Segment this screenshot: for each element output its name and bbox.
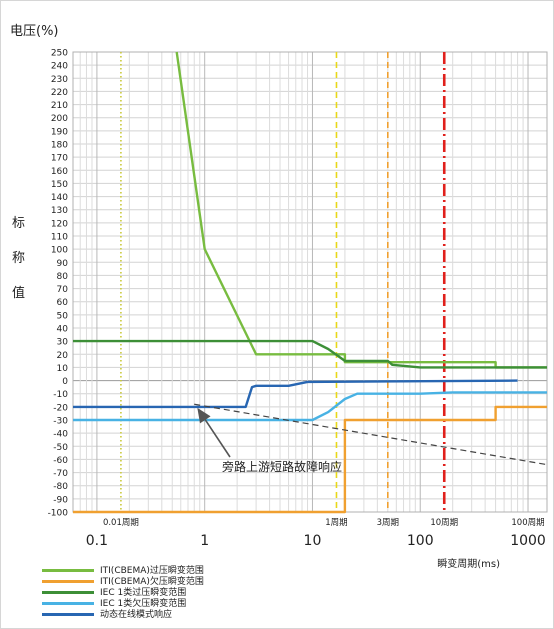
annotation-label: 旁路上游短路故障响应	[222, 459, 342, 474]
series-line	[73, 405, 547, 514]
y-tick-label: 30	[57, 338, 69, 348]
y-tick-label: 0	[62, 377, 68, 387]
legend-label: 动态在线模式响应	[100, 610, 173, 620]
x-tick-label: 1000	[510, 533, 546, 549]
legend-swatch	[42, 591, 94, 594]
y-tick-label: 40	[57, 325, 69, 335]
y-tick-label: 140	[51, 193, 68, 203]
y-tick-label: 10	[57, 364, 69, 374]
x-tick-label: 0.1	[86, 533, 108, 549]
y-tick-label: 190	[51, 127, 68, 137]
y-tick-label: 130	[51, 206, 68, 216]
y-tick-label: 110	[51, 233, 68, 243]
y-tick-label: 100	[51, 246, 68, 256]
legend-entry: IEC 1类欠压瞬变范围	[42, 599, 204, 610]
y-tick-label: 60	[57, 298, 69, 308]
x-tick-label: 1	[200, 533, 209, 549]
y-tick-label: 160	[51, 167, 68, 177]
series-line	[73, 339, 547, 369]
legend-swatch	[42, 569, 94, 572]
x-tick-label: 10	[304, 533, 322, 549]
y-tick-label: -60	[53, 456, 68, 466]
y-axis-label-char-3: 值	[12, 286, 26, 301]
legend-label: ITI(CBEMA)过压瞬变范围	[100, 566, 204, 576]
legend-entry: ITI(CBEMA)过压瞬变范围	[42, 566, 204, 577]
y-tick-label: 20	[57, 351, 69, 361]
y-tick-label: 70	[57, 285, 69, 295]
cycle-marker-label: 10周期	[430, 518, 458, 528]
cycle-marker-label: 0.01周期	[103, 518, 139, 528]
y-axis-label-char-2: 称	[12, 251, 26, 266]
y-tick-label: 90	[57, 259, 69, 269]
y-tick-label: 200	[51, 114, 68, 124]
y-tick-label: 240	[51, 62, 68, 72]
cycle-marker-label: 100周期	[511, 518, 544, 528]
y-tick-label: 210	[51, 101, 68, 111]
y-tick-label: 230	[51, 75, 68, 85]
legend-swatch	[42, 580, 94, 583]
legend-label: ITI(CBEMA)欠压瞬变范围	[100, 577, 204, 587]
y-tick-label: 50	[57, 311, 69, 321]
series-line	[73, 391, 547, 422]
legend-label: IEC 1类过压瞬变范围	[100, 588, 187, 598]
y-tick-label: 180	[51, 141, 68, 151]
y-tick-label: -30	[53, 417, 68, 427]
annotation-arrow	[197, 407, 231, 458]
y-tick-label: -20	[53, 403, 68, 413]
x-tick-label: 100	[407, 533, 434, 549]
chart-title: 电压(%)	[10, 24, 59, 39]
plot-area-border	[72, 51, 548, 513]
legend-swatch	[42, 602, 94, 605]
legend-entry: ITI(CBEMA)欠压瞬变范围	[42, 577, 204, 588]
y-tick-label: 170	[51, 154, 68, 164]
legend-label: IEC 1类欠压瞬变范围	[100, 599, 187, 609]
y-tick-label: 220	[51, 88, 68, 98]
y-tick-label: 150	[51, 180, 68, 190]
y-tick-label: 120	[51, 219, 68, 229]
y-tick-label: -50	[53, 443, 68, 453]
legend-entry: IEC 1类过压瞬变范围	[42, 588, 204, 599]
y-tick-label: 250	[51, 49, 68, 59]
y-tick-label: -100	[48, 509, 69, 519]
y-tick-label: -40	[53, 430, 68, 440]
y-tick-label: -10	[53, 390, 68, 400]
y-tick-label: -90	[53, 495, 68, 505]
legend-entry: 动态在线模式响应	[42, 610, 204, 621]
y-axis-label-char-1: 标	[12, 216, 26, 231]
y-tick-label: 80	[57, 272, 69, 282]
cycle-marker-label: 3周期	[377, 518, 399, 528]
cycle-marker-label: 1周期	[325, 518, 347, 528]
series-line	[73, 379, 518, 409]
y-tick-label: -80	[53, 482, 68, 492]
legend-swatch	[42, 613, 94, 616]
x-axis-label: 瞬变周期(ms)	[437, 557, 500, 570]
chart-legend: ITI(CBEMA)过压瞬变范围 ITI(CBEMA)欠压瞬变范围 IEC 1类过压…	[42, 566, 204, 621]
y-tick-label: -70	[53, 469, 68, 479]
